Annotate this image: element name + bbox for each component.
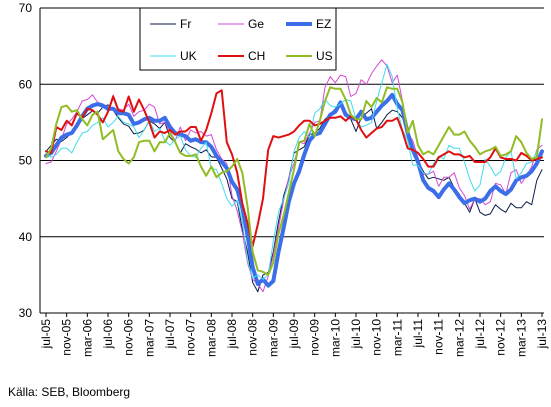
series-line-ge (45, 59, 543, 293)
y-tick-labels: 30 40 50 60 70 (19, 1, 33, 320)
legend-label-ge: Ge (248, 17, 264, 31)
x-tick-label: jul-07 (163, 319, 177, 350)
legend: Fr Ge EZ UK CH US (139, 7, 337, 71)
x-tick-label: nov-10 (370, 319, 384, 356)
series-line-us (45, 86, 543, 276)
y-tick-label: 40 (19, 230, 33, 244)
source-note: Källa: SEB, Bloomberg (8, 385, 131, 399)
legend-label-uk: UK (180, 49, 197, 63)
x-tick-label: nov-11 (432, 319, 446, 355)
x-tick-label: mar-09 (266, 319, 280, 357)
legend-box (139, 7, 337, 71)
x-tick-label: nov-07 (184, 319, 198, 356)
series-line-ez (44, 92, 544, 288)
legend-label-us: US (316, 49, 333, 63)
x-tick-label: nov-06 (122, 319, 136, 356)
x-tick-label: jul-12 (473, 319, 487, 350)
x-tick-label: jul-11 (411, 319, 425, 349)
y-tick-label: 60 (19, 77, 33, 91)
y-tick-label: 30 (19, 306, 33, 320)
x-tick-label: jul-09 (287, 319, 301, 350)
series-line-ch (45, 89, 543, 247)
x-tick-label: nov-12 (494, 319, 508, 356)
x-tick-label: jul-10 (349, 319, 363, 350)
x-tick-label: jul-05 (39, 319, 53, 350)
series-line-uk (45, 63, 543, 280)
x-tick-label: mar-11 (390, 319, 404, 356)
x-tick-label: nov-09 (308, 319, 322, 356)
series-lines (44, 59, 544, 293)
x-tick-label: mar-06 (80, 319, 94, 357)
x-tick-label: jul-08 (225, 319, 239, 350)
x-tick-label: jul-13 (535, 319, 549, 350)
legend-label-fr: Fr (180, 17, 191, 31)
x-tick-label: mar-10 (328, 319, 342, 357)
x-tick-label: mar-13 (514, 319, 528, 357)
y-tick-label: 50 (19, 154, 33, 168)
x-tick-label: nov-05 (60, 319, 74, 356)
x-tick-label: mar-07 (142, 319, 156, 357)
x-tick-label: mar-08 (204, 319, 218, 357)
y-tick-label: 70 (19, 1, 33, 15)
x-tick-label: mar-12 (452, 319, 466, 357)
legend-label-ch: CH (248, 49, 265, 63)
legend-label-ez: EZ (316, 17, 331, 31)
x-tick-label: jul-06 (101, 319, 115, 350)
x-tick-label: nov-08 (246, 319, 260, 356)
x-tick-labels: jul-05 nov-05 mar-06 jul-06 nov-06 mar-07 jul-… (39, 319, 549, 357)
